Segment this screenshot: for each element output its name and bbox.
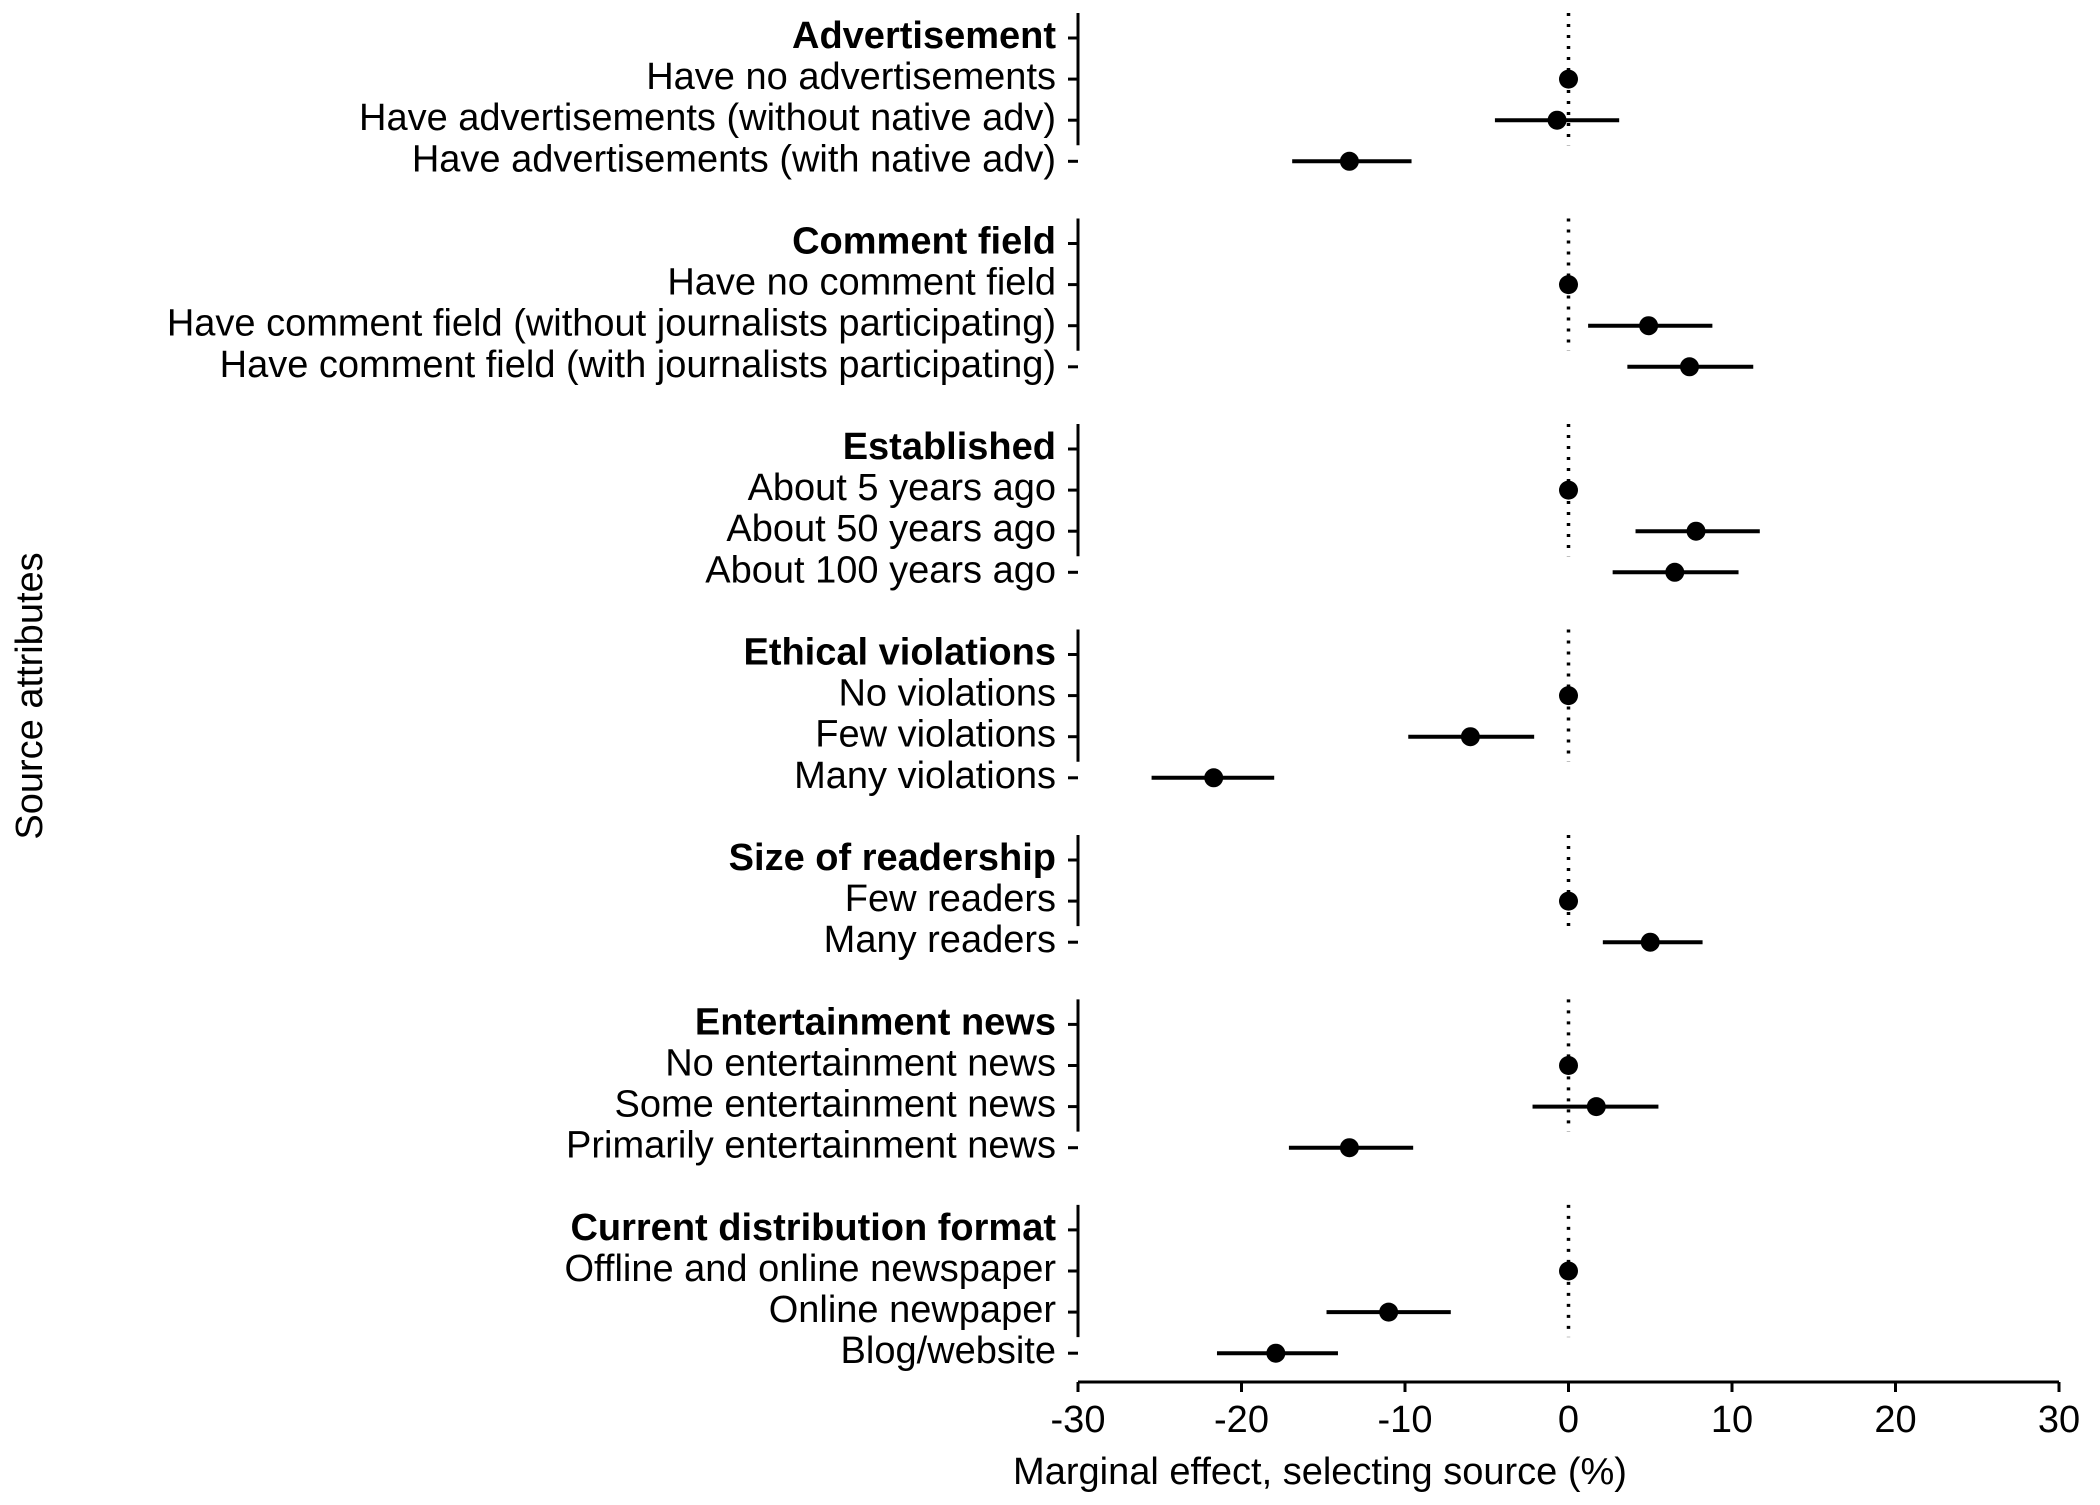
y-tick-label: Have advertisements (with native adv) xyxy=(412,138,1056,180)
y-tick-label: No entertainment news xyxy=(665,1043,1056,1085)
y-tick-label: About 100 years ago xyxy=(705,549,1056,591)
y-tick-label: Primarily entertainment news xyxy=(566,1125,1056,1167)
point xyxy=(1559,891,1578,911)
group-label: Established xyxy=(843,426,1056,468)
y-tick-label: About 50 years ago xyxy=(726,508,1056,550)
y-tick-label: Have comment field (without journalists … xyxy=(167,303,1056,345)
point xyxy=(1266,1343,1286,1363)
point xyxy=(1686,521,1706,541)
x-tick-label: -20 xyxy=(1214,1399,1269,1441)
y-tick-label: Many readers xyxy=(824,919,1056,961)
group-label: Entertainment news xyxy=(695,1001,1056,1043)
point xyxy=(1640,932,1660,952)
y-tick-label: Have comment field (with journalists par… xyxy=(220,344,1056,386)
y-tick-label: Few readers xyxy=(845,878,1056,920)
point xyxy=(1339,1138,1359,1158)
point xyxy=(1204,768,1224,788)
y-tick-label: About 5 years ago xyxy=(748,467,1056,509)
y-tick-label: Some entertainment news xyxy=(615,1084,1056,1126)
group-label: Size of readership xyxy=(729,837,1056,879)
point xyxy=(1379,1302,1399,1322)
y-tick-label: Have no advertisements xyxy=(646,56,1056,98)
point xyxy=(1559,1261,1578,1281)
y-axis-title: Source attributes xyxy=(9,552,51,839)
y-tick-label: Have advertisements (without native adv) xyxy=(359,97,1056,139)
x-tick-label: 0 xyxy=(1558,1399,1579,1441)
y-tick-label: Blog/website xyxy=(841,1330,1056,1372)
x-tick-label: -30 xyxy=(1051,1399,1106,1441)
y-tick-label: Few violations xyxy=(815,714,1056,756)
x-tick-label: -10 xyxy=(1378,1399,1433,1441)
group-label: Current distribution format xyxy=(570,1207,1056,1249)
y-tick-label: Offline and online newspaper xyxy=(564,1248,1056,1290)
point xyxy=(1559,275,1578,295)
x-axis-title: Marginal effect, selecting source (%) xyxy=(1013,1451,1627,1493)
point xyxy=(1559,480,1578,500)
point xyxy=(1559,69,1578,89)
y-tick-label: Many violations xyxy=(794,755,1056,797)
y-tick-label: Have no comment field xyxy=(667,262,1056,304)
x-tick-label: 30 xyxy=(2038,1399,2080,1441)
group-label: Advertisement xyxy=(792,15,1056,57)
point xyxy=(1639,316,1659,336)
group-label: Ethical violations xyxy=(743,632,1056,674)
point xyxy=(1547,110,1567,130)
point xyxy=(1665,562,1685,582)
point xyxy=(1586,1097,1606,1117)
group-label: Comment field xyxy=(792,221,1056,263)
y-tick-label: No violations xyxy=(838,673,1056,715)
point xyxy=(1679,357,1699,377)
point xyxy=(1460,727,1480,747)
y-tick-label: Online newpaper xyxy=(769,1289,1057,1331)
x-tick-label: 20 xyxy=(1874,1399,1916,1441)
point xyxy=(1559,686,1578,706)
x-tick-label: 10 xyxy=(1711,1399,1753,1441)
point xyxy=(1559,1056,1578,1075)
point xyxy=(1339,151,1359,171)
